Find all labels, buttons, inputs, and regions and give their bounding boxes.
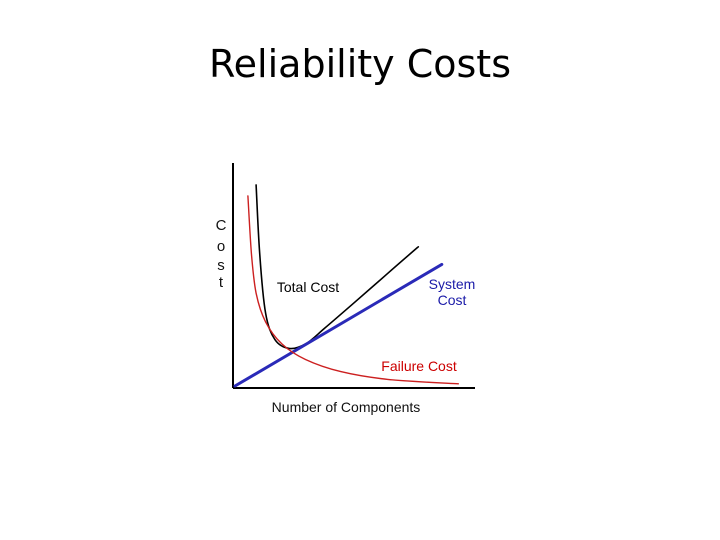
y-axis-label-letter: s	[217, 257, 225, 274]
series-label-system-cost: System	[429, 276, 476, 292]
series-group	[233, 184, 459, 388]
x-axis-label: Number of Components	[272, 399, 421, 415]
series-label-failure-cost: Failure Cost	[381, 358, 457, 374]
series-label-total-cost: Total Cost	[277, 279, 339, 295]
series-line-total-cost	[255, 184, 420, 350]
y-axis-label: Cost	[216, 217, 227, 291]
y-axis-label-letter: o	[217, 238, 225, 255]
series-line-failure-cost	[247, 195, 459, 385]
series-line-system-cost	[233, 262, 444, 388]
slide-title: Reliability Costs	[208, 42, 511, 86]
y-axis-label-letter: t	[219, 274, 224, 291]
series-label-system-cost: Cost	[438, 292, 467, 308]
y-axis-label-letter: C	[216, 217, 227, 234]
